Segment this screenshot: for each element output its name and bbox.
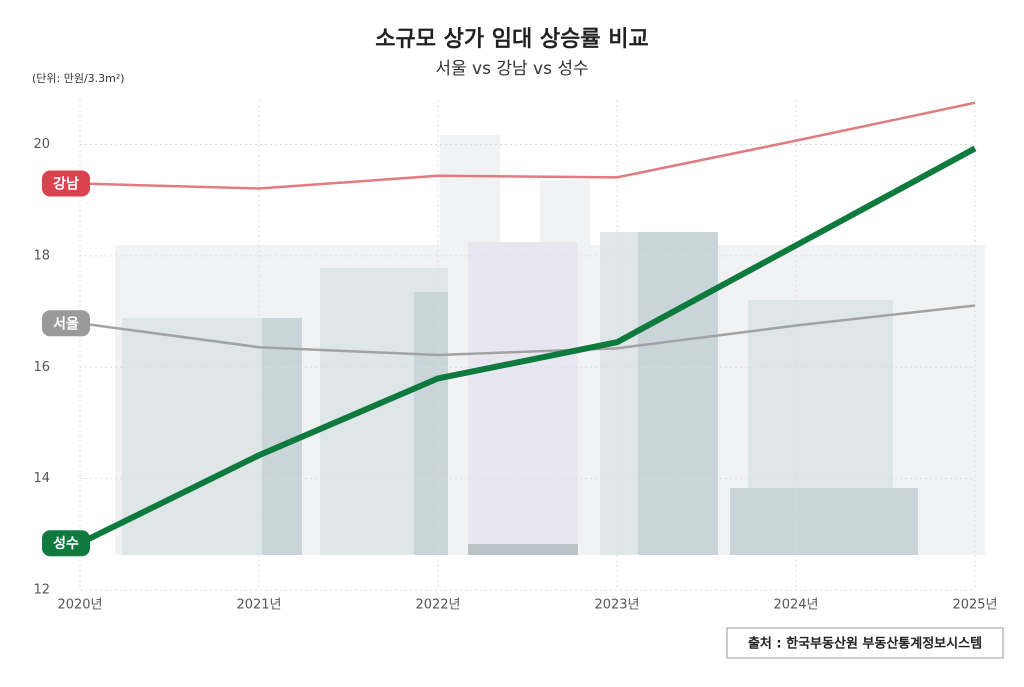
series-badge — [42, 530, 90, 557]
series-badge — [42, 170, 90, 197]
x-tick-label: 2023년 — [594, 598, 639, 613]
y-tick-label: 12 — [33, 583, 50, 598]
legend-label: 서울 — [53, 315, 79, 332]
y-tick-label: 18 — [33, 248, 50, 263]
source-box — [726, 627, 1004, 659]
legend-label: 성수 — [53, 536, 79, 552]
y-tick-label: 16 — [33, 360, 50, 375]
y-tick-label: 14 — [33, 471, 50, 486]
y-tick-label: 20 — [33, 137, 50, 152]
x-tick-label: 2025년 — [952, 598, 997, 613]
chart-title: 소규모 상가 임대 상승률 비교 — [375, 27, 649, 52]
series-badge — [42, 310, 90, 337]
line — [79, 304, 976, 357]
unit-label: (단위: 만원/3.3m²) — [32, 72, 125, 85]
legend-label: 강남 — [53, 176, 79, 193]
background-buildings — [115, 135, 985, 555]
x-tick-label: 2020년 — [57, 598, 102, 613]
x-tick-label: 2024년 — [773, 598, 818, 613]
source: 출처 : 한국부동산원 부동산통계정보시스템 — [748, 636, 982, 652]
chart-subtitle: 서울 vs 강남 vs 성수 — [435, 59, 588, 79]
line — [78, 145, 977, 546]
x-tick-label: 2022년 — [415, 598, 460, 613]
line — [79, 101, 976, 190]
x-tick-label: 2021년 — [236, 598, 281, 613]
